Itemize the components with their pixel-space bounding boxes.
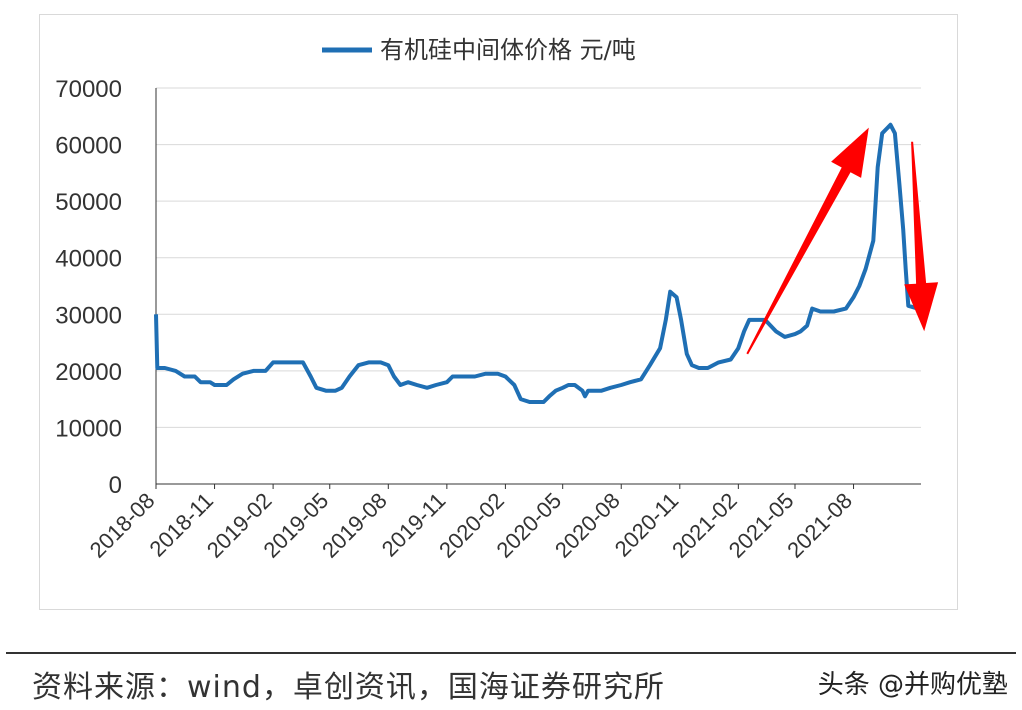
up-arrow-annotation bbox=[746, 127, 869, 355]
legend: 有机硅中间体价格 元/吨 bbox=[322, 36, 636, 64]
x-tick-label: 2020-05 bbox=[491, 488, 566, 563]
y-tick-label: 20000 bbox=[55, 359, 122, 386]
down-arrow-annotation bbox=[904, 141, 939, 332]
footer-rule bbox=[6, 652, 1016, 654]
axes: 0 10000 20000 30000 40000 50000 60000 70000 2018… bbox=[55, 76, 921, 563]
y-tick-label: 40000 bbox=[55, 246, 122, 273]
series-line bbox=[154, 122, 919, 404]
y-tick-label: 0 bbox=[109, 472, 122, 499]
y-tick-label: 10000 bbox=[55, 415, 122, 442]
series bbox=[154, 122, 919, 404]
source-note: 资料来源：wind，卓创资讯，国海证券研究所 bbox=[32, 670, 665, 705]
grid bbox=[156, 87, 921, 428]
y-tick-label: 50000 bbox=[55, 189, 122, 216]
y-tick-label: 60000 bbox=[55, 133, 122, 160]
y-tick-label: 70000 bbox=[55, 76, 122, 103]
x-tick-label: 2019-08 bbox=[317, 488, 392, 563]
x-tick-label: 2021-08 bbox=[782, 488, 857, 563]
chart: 0 10000 20000 30000 40000 50000 60000 70000 2018… bbox=[55, 36, 939, 563]
legend-label: 有机硅中间体价格 元/吨 bbox=[380, 36, 636, 64]
annotations bbox=[746, 127, 939, 355]
x-tick-label: 2018-08 bbox=[85, 488, 160, 563]
x-tick-label: 2020-08 bbox=[550, 488, 625, 563]
watermark: 头条 @并购优塾 bbox=[817, 670, 1008, 700]
y-tick-label: 30000 bbox=[55, 302, 122, 329]
chart-frame bbox=[39, 14, 958, 610]
